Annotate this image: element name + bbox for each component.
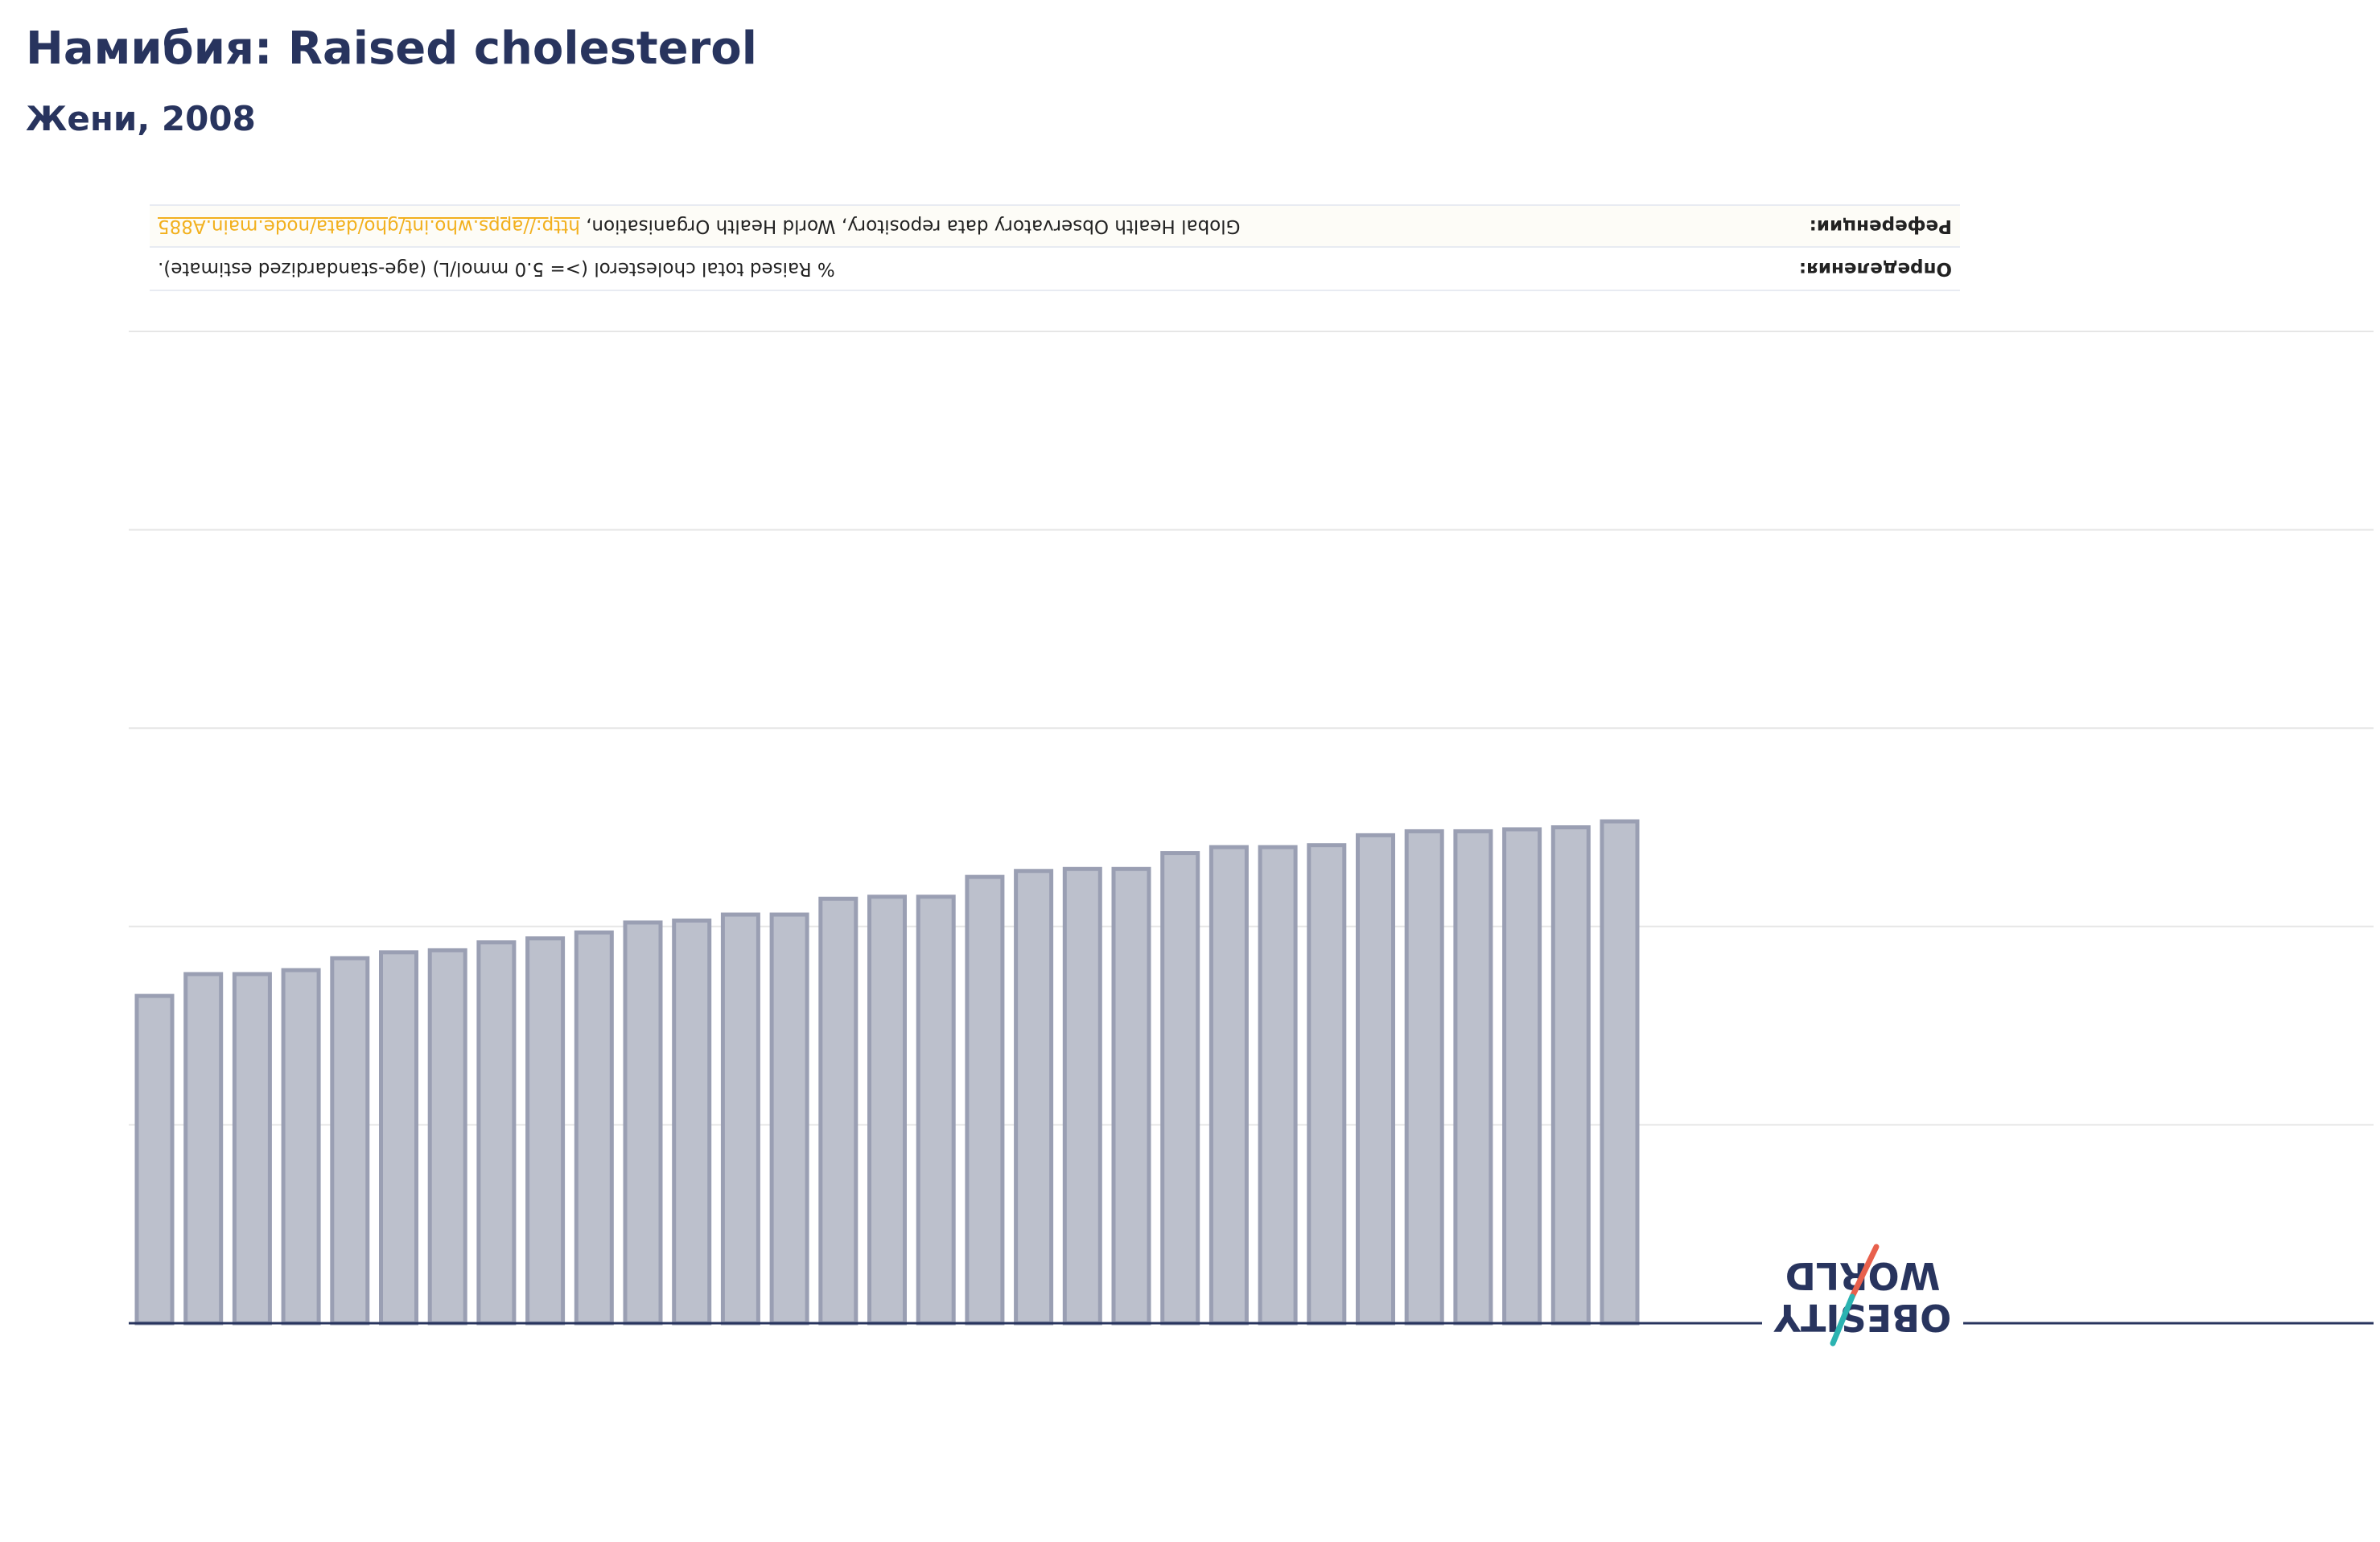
bar (1453, 829, 1493, 1326)
bars (134, 819, 1640, 1326)
bar (1258, 845, 1298, 1326)
bar (867, 894, 907, 1326)
bar (330, 956, 370, 1326)
bar (769, 912, 809, 1326)
bar (232, 972, 272, 1326)
bar (1111, 866, 1151, 1326)
bar (476, 940, 517, 1326)
bar (916, 894, 956, 1326)
bar (427, 948, 467, 1326)
bar (623, 920, 663, 1326)
bar (1600, 819, 1640, 1326)
bar (1014, 869, 1054, 1326)
bar (1209, 845, 1249, 1326)
bar (1404, 829, 1444, 1326)
bar (1502, 827, 1542, 1326)
bar (281, 968, 321, 1326)
bar (818, 896, 859, 1326)
chart-subtitle: Жени, 2008 (26, 99, 256, 138)
bar (379, 950, 418, 1326)
bar (672, 918, 712, 1326)
bar (1550, 825, 1591, 1326)
logo-teal-stroke (1830, 1293, 1855, 1347)
bar (1307, 843, 1347, 1326)
bar (574, 930, 614, 1326)
world-obesity-logo: OBESITY WORLD (1773, 1244, 1951, 1347)
bar (1356, 833, 1395, 1326)
bar (134, 993, 175, 1326)
logo-red-stroke (1849, 1244, 1880, 1300)
logo-line-1: OBESITY (1773, 1296, 1951, 1339)
bar (720, 912, 760, 1326)
bar (1160, 851, 1200, 1326)
bar (1062, 866, 1102, 1326)
chart-title: Намибия: Raised cholesterol (26, 23, 757, 75)
bar (183, 972, 224, 1326)
bar (965, 874, 1005, 1326)
bar (525, 936, 566, 1326)
